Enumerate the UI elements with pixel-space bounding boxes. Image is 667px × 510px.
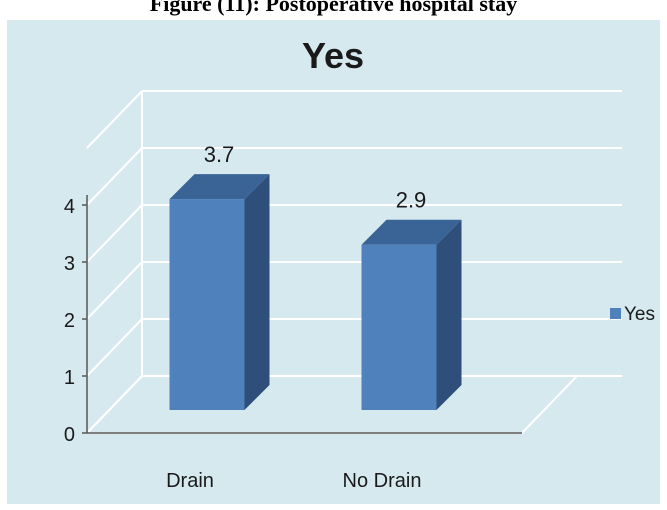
legend-swatch — [610, 308, 621, 319]
chart-title: Yes — [302, 35, 364, 76]
chart-panel: Yes 0 1 2 3 4 3.7 Drain 2.9 No Drain Yes — [7, 20, 660, 504]
gridline-depth — [86, 261, 143, 320]
bar-side-face — [244, 174, 270, 410]
figure-caption: Figure (11): Postoperative hospital stay — [149, 0, 518, 16]
bar — [169, 199, 245, 410]
y-tick-label: 2 — [64, 310, 75, 332]
chart-floor — [84, 375, 580, 434]
y-tick-label: 0 — [64, 424, 75, 446]
bar-chart: Yes 0 1 2 3 4 3.7 Drain 2.9 No Drain Yes — [64, 35, 655, 492]
bar — [361, 244, 437, 410]
gridline-depth — [86, 204, 143, 263]
gridline-depth — [86, 90, 143, 149]
gridline-depth — [86, 147, 143, 206]
bar-side-face — [436, 219, 462, 410]
bar-top-face — [361, 219, 462, 245]
data-label: 2.9 — [396, 188, 427, 213]
gridline-depth — [86, 318, 143, 377]
y-tick-label: 1 — [64, 367, 75, 389]
y-tick-label: 3 — [64, 253, 75, 275]
x-tick-label: Drain — [166, 470, 214, 492]
data-label: 3.7 — [204, 142, 235, 167]
bar-top-face — [169, 174, 270, 200]
y-tick-label: 4 — [64, 196, 75, 218]
x-tick-label: No Drain — [343, 470, 422, 492]
legend-label: Yes — [624, 304, 655, 325]
